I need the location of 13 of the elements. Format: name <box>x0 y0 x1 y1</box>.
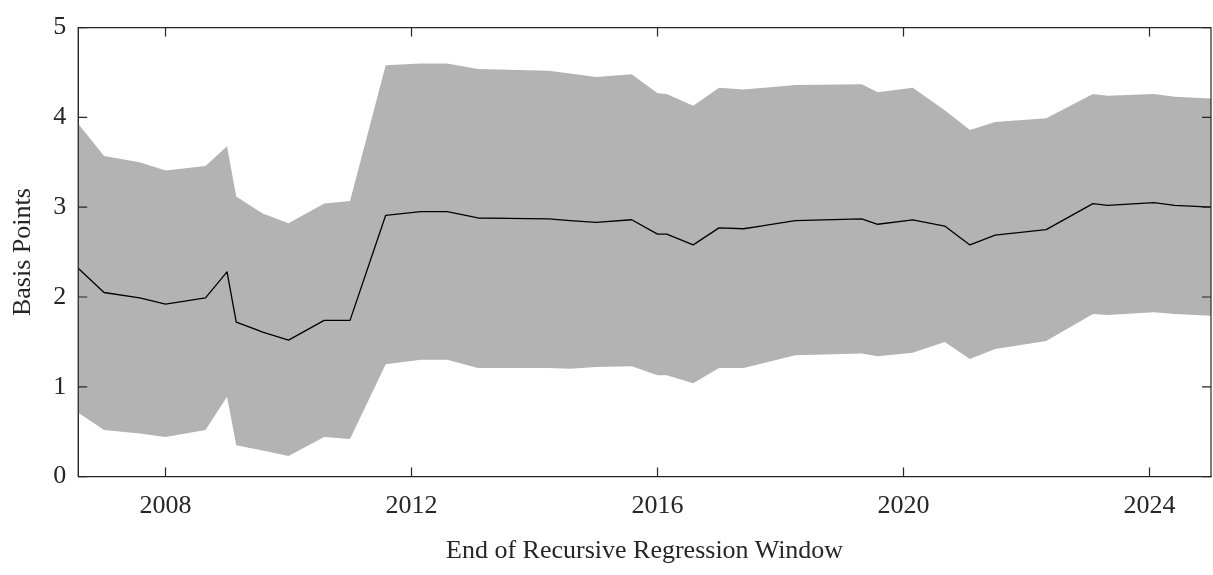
y-tick-label: 1 <box>53 370 67 400</box>
y-tick-label: 3 <box>53 191 67 221</box>
x-tick-label: 2020 <box>877 490 930 520</box>
x-tick-label: 2012 <box>385 490 438 520</box>
y-tick-label: 0 <box>53 460 67 490</box>
y-tick-label: 5 <box>53 11 67 41</box>
x-tick-label: 2016 <box>631 490 684 520</box>
y-tick-label: 2 <box>53 280 67 310</box>
y-tick-label: 4 <box>53 101 67 131</box>
x-axis-title: End of Recursive Regression Window <box>446 535 844 565</box>
x-tick-label: 2024 <box>1123 490 1176 520</box>
y-axis-title: Basis Points <box>7 188 37 317</box>
x-tick-label: 2008 <box>139 490 192 520</box>
